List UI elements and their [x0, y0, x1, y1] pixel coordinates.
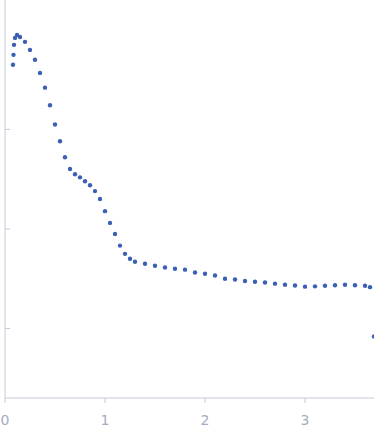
x-tick: [205, 398, 206, 403]
point: [53, 122, 57, 126]
point: [43, 85, 47, 89]
points: [11, 33, 374, 339]
chart: 0 1 2 3: [0, 0, 374, 437]
x-tick-label: 2: [201, 412, 210, 428]
point: [183, 267, 187, 271]
point: [28, 48, 32, 52]
point: [313, 284, 317, 288]
x-tick-label: 0: [1, 412, 10, 428]
point: [118, 243, 122, 247]
x-tick-label: 1: [101, 412, 110, 428]
point: [213, 273, 217, 277]
point: [58, 139, 62, 143]
point: [128, 257, 132, 261]
point: [333, 283, 337, 287]
point: [368, 285, 372, 289]
point: [253, 280, 257, 284]
point: [11, 53, 15, 57]
point: [12, 43, 16, 47]
point: [153, 264, 157, 268]
point: [83, 179, 87, 183]
x-axis: [5, 398, 374, 399]
y-axis: [5, 0, 6, 398]
point: [103, 209, 107, 213]
point: [203, 272, 207, 276]
point: [343, 283, 347, 287]
point: [263, 280, 267, 284]
point: [68, 167, 72, 171]
point: [273, 281, 277, 285]
point: [143, 262, 147, 266]
point: [48, 103, 52, 107]
point: [18, 35, 22, 39]
y-tick: [5, 129, 10, 130]
point: [11, 63, 15, 67]
point: [293, 283, 297, 287]
y-tick: [5, 228, 10, 229]
point: [283, 283, 287, 287]
x-tick: [105, 398, 106, 403]
point: [193, 270, 197, 274]
point: [108, 221, 112, 225]
point: [88, 183, 92, 187]
x-tick: [5, 398, 6, 403]
point: [113, 232, 117, 236]
point: [38, 71, 42, 75]
point: [173, 267, 177, 271]
point: [123, 252, 127, 256]
point: [33, 58, 37, 62]
point: [63, 155, 67, 159]
point: [233, 277, 237, 281]
point: [98, 197, 102, 201]
point: [372, 334, 374, 338]
point: [23, 40, 27, 44]
point: [133, 260, 137, 264]
point: [303, 284, 307, 288]
point: [363, 283, 367, 287]
y-tick: [5, 328, 10, 329]
point: [93, 189, 97, 193]
point: [323, 283, 327, 287]
point: [163, 265, 167, 269]
x-tick: [305, 398, 306, 403]
point: [78, 175, 82, 179]
x-tick-label: 3: [301, 412, 310, 428]
point: [353, 283, 357, 287]
point: [243, 279, 247, 283]
point: [223, 277, 227, 281]
point: [73, 172, 77, 176]
